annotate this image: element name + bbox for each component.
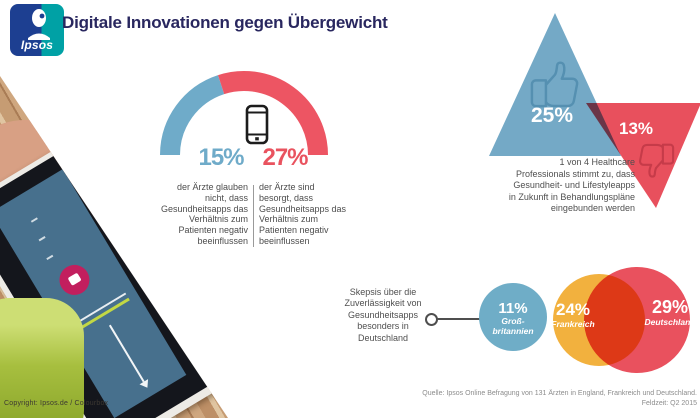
triangle-caption: 1 von 4 Healthcare Professionals stimmt … xyxy=(508,157,635,214)
page-title: Digitale Innovationen gegen Übergewicht xyxy=(62,13,388,32)
thumbs-up-icon xyxy=(530,61,579,108)
bubbles-caption: Skepsis über die Zuverlässigkeit von Ges… xyxy=(344,287,422,343)
bubble-value: 24% xyxy=(555,300,591,319)
thumbs-down-icon xyxy=(638,143,675,178)
bubble-value: 11% xyxy=(498,300,528,317)
bubble-country: Groß- britannien xyxy=(492,316,534,336)
bubble-grossbritannien xyxy=(479,283,547,351)
triangle-down-value: 13% xyxy=(618,119,654,138)
green-smoothie xyxy=(0,298,84,418)
gauge-value-blue: 15% xyxy=(198,144,244,171)
triangle-up-blue xyxy=(489,13,621,156)
ipsos-logo-wordmark: Ipsos xyxy=(20,38,54,52)
connector-line xyxy=(437,318,480,320)
bubble-label-grossbritannien: 11% Groß- britannien xyxy=(478,300,548,336)
app-tick-mark xyxy=(46,254,54,261)
gauge-segment-blue xyxy=(160,75,225,156)
gauge-value-red: 27% xyxy=(262,144,308,171)
bubble-country: Frankreich xyxy=(551,319,595,329)
gauge-description-red: der Ärzte sind besorgt, dass Gesundheits… xyxy=(259,182,347,246)
half-donut-gauge xyxy=(160,71,328,156)
app-badge-icon xyxy=(53,259,96,301)
bubble-value: 29% xyxy=(651,297,689,317)
gauge-segment-red xyxy=(218,71,328,156)
triangle-down-red xyxy=(586,103,700,208)
copyright-note: Copyright: Ipsos.de / Colourbox xyxy=(4,400,109,407)
app-progress-line xyxy=(78,297,130,331)
app-divider-line xyxy=(75,292,127,325)
smartphone-icon xyxy=(245,104,269,145)
ipsos-logo-figure-icon xyxy=(28,9,50,40)
source-note: Quelle: Ipsos Online Befragung von 131 Ä… xyxy=(422,390,697,407)
bubble-country: Deutschland xyxy=(644,317,696,327)
bubble-label-frankreich: 24% Frankreich xyxy=(544,300,602,330)
bubble-label-deutschland: 29% Deutschland xyxy=(634,297,700,328)
triangle-up-value: 25% xyxy=(530,104,574,127)
ipsos-logo: Ipsos xyxy=(10,4,64,56)
app-tick-mark xyxy=(30,217,38,223)
bubble-deutschland xyxy=(584,267,690,373)
gauge-description-blue: der Ärzte glauben nicht, dass Gesundheit… xyxy=(160,182,248,246)
app-tick-mark xyxy=(38,236,46,242)
triangle-chart xyxy=(489,13,700,208)
gauge-text-divider xyxy=(253,185,254,247)
app-down-arrow xyxy=(108,324,145,383)
app-badge-glyph xyxy=(67,272,82,286)
